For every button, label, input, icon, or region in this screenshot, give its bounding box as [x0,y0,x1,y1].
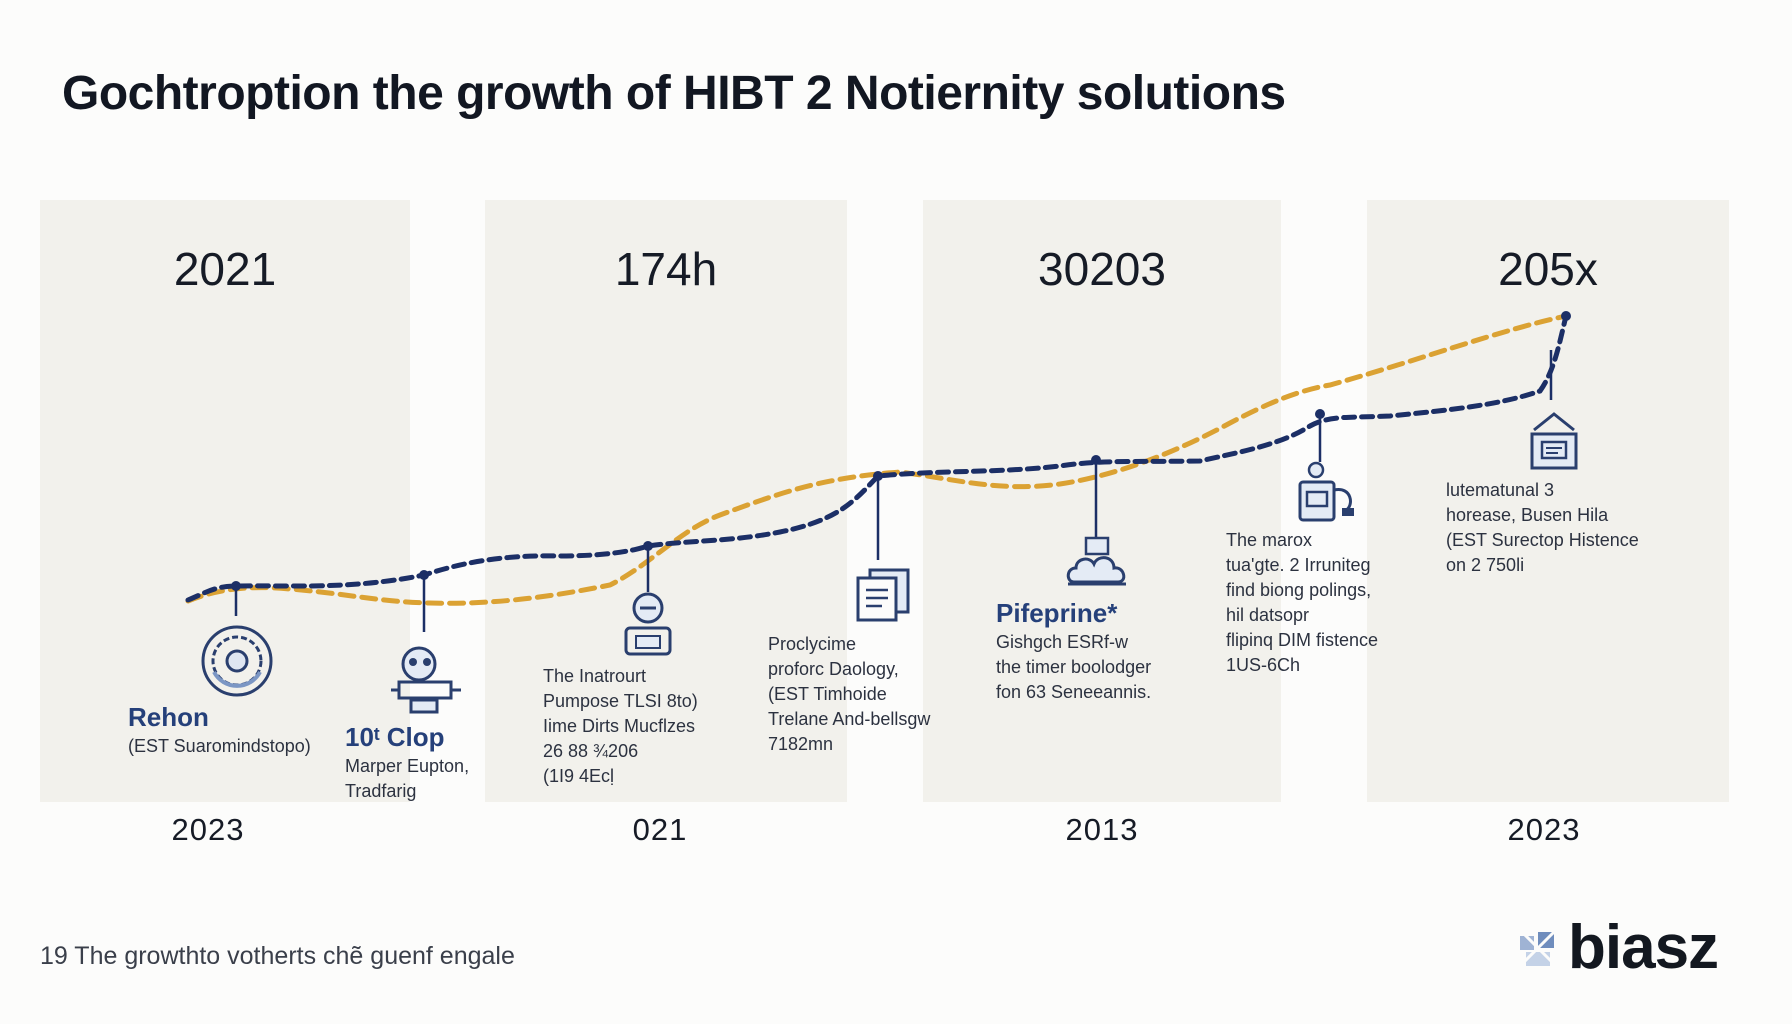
milestone-text: 1US-6Ch [1226,655,1301,675]
milestone-title: 10ᵗ Clop [345,722,445,752]
robot-brain-icon [391,646,461,714]
milestone-5: Pifeprine* Gishgch ESRf-w the timer bool… [996,596,1151,705]
server-box-icon [1530,412,1578,470]
milestone-dot [1315,409,1325,419]
milestone-7: lutematunal 3 horease, Busen Hila (EST S… [1446,478,1639,578]
document-stack-icon [856,568,910,622]
milestone-text: proforc Daology, [768,659,899,679]
milestone-text: The Inatrourt [543,666,647,686]
panel-bottom-label: 2023 [1507,812,1581,847]
milestone-text: Gishgch ESRf-w [996,632,1129,652]
page-title: Gochtroption the growth of HIBT 2 Notier… [62,67,1286,120]
milestone-2: 10ᵗ Clop Marper Eupton, Tradfarig [345,720,469,804]
milestone-text: 26 88 ¾206 [543,741,639,761]
milestone-text: Iime Dirts Mucflzes [543,716,696,736]
milestone-text: (EST Timhoide [768,684,887,704]
person-laptop-icon [624,592,672,656]
panel-top-label: 174h [614,243,718,295]
brand-logo: biasz [1518,912,1719,983]
milestone-text: (1I9 4Ecḷ [543,766,615,786]
gold-growth-line [185,313,1569,606]
panel-top-label: 205x [1498,243,1598,295]
milestone-text: Pumpose TLSI 8to) [543,691,698,711]
milestone-text: find biong polings, [1226,580,1372,600]
milestone-text: on 2 750li [1446,555,1525,575]
milestone-text: lutematunal 3 [1446,480,1555,500]
milestone-text: fon 63 Seneeannis. [996,682,1152,702]
milestone-title: Pifeprine* [996,598,1118,628]
milestone-3: The Inatrourt Pumpose TLSI 8to) Iime Dir… [543,664,698,789]
panel-3: 30203 [923,200,1281,802]
logo-text: biasz [1568,913,1719,982]
milestone-text: horease, Busen Hila [1446,505,1609,525]
panel-2: 174h [485,200,847,802]
panel-top-label: 2021 [173,243,277,295]
panel-bottom-label: 2013 [1065,812,1139,847]
panel-bottom-label: 021 [632,812,688,847]
logo-mark-icon [1520,930,1556,966]
milestone-text: the timer boolodger [996,657,1152,677]
milestone-1: Rehon (EST Suaromindstopo) [128,700,311,759]
footer-caption: 19 The growthto votherts chẽ guenf engal… [40,942,515,970]
device-plug-icon [1298,461,1354,522]
panel-4: 205x [1367,200,1729,802]
milestone-title: Rehon [128,702,209,732]
milestone-text: 7182mn [768,734,834,754]
milestone-text: (EST Suaromindstopo) [128,736,311,756]
milestone-dot [419,570,429,580]
milestone-text: hil datsopr [1226,605,1310,625]
milestone-dot [1561,311,1571,321]
milestone-text: Proclycime [768,634,857,654]
panel-bottom-label: 2023 [171,812,245,847]
milestone-text: The marox [1226,530,1313,550]
milestone-text: Trelane And-bellsgw [768,709,931,729]
milestone-6: The marox tua'gte. 2 Irruniteg find bion… [1226,528,1378,678]
panel-top-label: 30203 [1038,243,1166,295]
milestone-dot [231,581,241,591]
gear-circle-icon [201,625,273,697]
milestone-4: Proclycime proforc Daology, (EST Timhoid… [768,632,930,757]
panel-1: 2021 [40,200,410,802]
milestone-text: flipinq DIM fistence [1226,630,1379,650]
milestone-text: Marper Eupton, [345,756,470,776]
milestone-text: tua'gte. 2 Irruniteg [1226,555,1371,575]
milestone-text: Tradfarig [345,781,417,801]
milestone-text: (EST Surectop Histence [1446,530,1639,550]
milestone-dot [1091,455,1101,465]
milestone-dot [643,541,653,551]
cloud-server-icon [1066,536,1126,586]
milestone-dot [873,471,883,481]
